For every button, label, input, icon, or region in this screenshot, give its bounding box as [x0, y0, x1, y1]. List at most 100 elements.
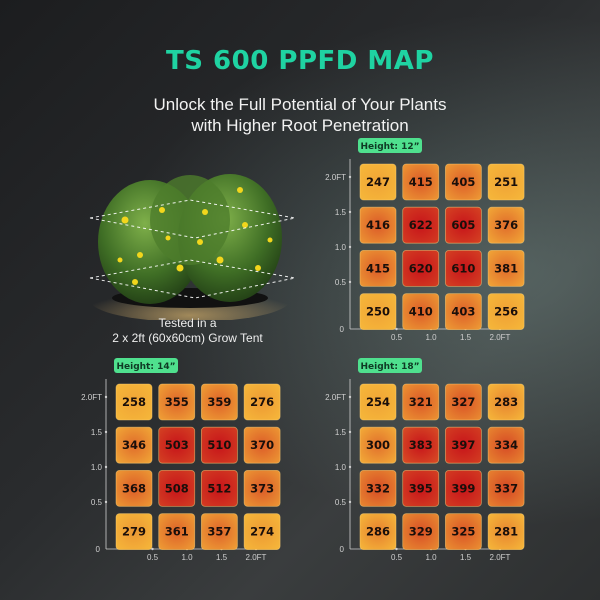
height-badge-label: Height: 14”	[116, 362, 175, 372]
ppfd-value: 332	[366, 481, 390, 495]
ppfd-cell	[243, 470, 281, 507]
ppfd-cell	[487, 293, 525, 331]
ppfd-cell	[487, 250, 525, 287]
y-tick-label: 0.5	[335, 278, 347, 287]
ppfd-cell	[487, 383, 525, 421]
ppfd-value: 405	[451, 175, 475, 189]
ppfd-cell	[359, 513, 397, 551]
y-tick-label: 1.5	[91, 428, 103, 437]
ppfd-cell	[243, 426, 281, 464]
y-tick-mark	[348, 210, 352, 214]
x-tick-label: 2.0FT	[490, 333, 511, 342]
ppfd-value: 370	[250, 438, 274, 452]
ppfd-value: 622	[409, 218, 433, 232]
ppfd-cell	[402, 293, 440, 331]
y-tick-mark	[348, 245, 352, 249]
ppfd-cell	[487, 163, 525, 201]
ppfd-cell	[115, 513, 153, 551]
subtitle-line-1: Unlock the Full Potential of Your Plants	[153, 95, 447, 114]
y-tick-label: 2.0FT	[325, 393, 346, 402]
height-badge-label: Height: 12”	[360, 142, 419, 152]
ppfd-value: 321	[409, 395, 433, 409]
ppfd-value: 383	[409, 438, 433, 452]
ppfd-value: 605	[451, 218, 475, 232]
ppfd-value: 346	[122, 438, 146, 452]
y-tick-label: 1.5	[335, 208, 347, 217]
y-tick-mark	[348, 395, 352, 399]
ppfd-value: 274	[250, 525, 274, 539]
ppfd-cell	[243, 383, 281, 421]
ppfd-value: 403	[451, 305, 475, 319]
page-subtitle: Unlock the Full Potential of Your Plants…	[0, 94, 600, 136]
ppfd-map-12in: Height: 12” 0.5 1.0 1.5 2.0FT 2.0FT 1.5 1.0 0.5 0…	[325, 138, 525, 342]
plant-illustration	[80, 150, 300, 322]
ppfd-cell	[445, 383, 482, 421]
x-tick-label: 1.0	[181, 553, 193, 562]
ppfd-cell	[445, 250, 482, 287]
ppfd-cell	[445, 293, 482, 331]
ppfd-value: 254	[366, 395, 390, 409]
ppfd-value: 258	[122, 395, 146, 409]
caption-line-1: Tested in a	[158, 316, 217, 330]
ppfd-value: 510	[207, 438, 231, 452]
ppfd-cell	[359, 470, 397, 507]
x-tick-label: 1.5	[216, 553, 228, 562]
ppfd-cell	[201, 383, 238, 421]
y-tick-label: 0.5	[335, 498, 347, 507]
page-title: TS 600 PPFD MAP	[166, 46, 434, 76]
ppfd-value: 416	[366, 218, 390, 232]
y-tick-label: 1.0	[335, 243, 347, 252]
ppfd-cell	[158, 426, 196, 464]
ppfd-value: 250	[366, 305, 390, 319]
ppfd-value: 325	[451, 525, 475, 539]
ppfd-value: 281	[494, 525, 518, 539]
ppfd-cell	[201, 426, 238, 464]
ppfd-value: 329	[409, 525, 433, 539]
ppfd-value: 620	[409, 261, 433, 275]
y-tick-label: 0	[96, 545, 101, 554]
x-tick-label: 1.0	[425, 553, 437, 562]
ppfd-cell	[402, 426, 440, 464]
ppfd-value: 256	[494, 305, 518, 319]
ppfd-cell	[201, 470, 238, 507]
y-tick-label: 0	[340, 545, 345, 554]
height-badge	[358, 358, 422, 373]
height-badge	[114, 358, 178, 373]
ppfd-cell	[445, 426, 482, 464]
x-tick-label: 0.5	[391, 333, 403, 342]
x-tick-label: 2.0FT	[490, 553, 511, 562]
ppfd-cell	[445, 470, 482, 507]
ppfd-cell	[115, 426, 153, 464]
ppfd-value: 327	[451, 395, 475, 409]
ppfd-value: 410	[409, 305, 433, 319]
ppfd-cell	[402, 513, 440, 551]
x-tick-label: 2.0FT	[246, 553, 267, 562]
ppfd-value: 276	[250, 395, 274, 409]
ppfd-value: 279	[122, 525, 146, 539]
ppfd-value: 300	[366, 438, 390, 452]
x-tick-label: 1.5	[460, 333, 472, 342]
x-tick-mark	[151, 547, 154, 551]
y-tick-mark	[104, 500, 108, 504]
x-tick-label: 0.5	[147, 553, 159, 562]
ppfd-cell	[402, 206, 440, 244]
ppfd-cell	[445, 206, 482, 244]
ppfd-value: 512	[207, 481, 231, 495]
ppfd-value: 357	[207, 525, 231, 539]
ppfd-cell	[445, 163, 482, 201]
y-tick-mark	[104, 465, 108, 469]
ppfd-value: 373	[250, 481, 274, 495]
ppfd-value: 415	[366, 261, 390, 275]
ppfd-value: 368	[122, 481, 146, 495]
ppfd-cell	[487, 206, 525, 244]
ppfd-map-18in: Height: 18” 0.5 1.0 1.5 2.0FT 2.0FT 1.5 1.0 0.5 0…	[325, 358, 525, 562]
ppfd-cell	[115, 383, 153, 421]
ppfd-cell	[158, 513, 196, 551]
ppfd-value: 503	[165, 438, 189, 452]
ppfd-value: 395	[409, 481, 433, 495]
plant-image	[89, 174, 296, 322]
caption-line-2: 2 x 2ft (60x60cm) Grow Tent	[112, 331, 263, 345]
ppfd-cell	[402, 383, 440, 421]
ppfd-value: 247	[366, 175, 390, 189]
ppfd-value: 361	[165, 525, 189, 539]
